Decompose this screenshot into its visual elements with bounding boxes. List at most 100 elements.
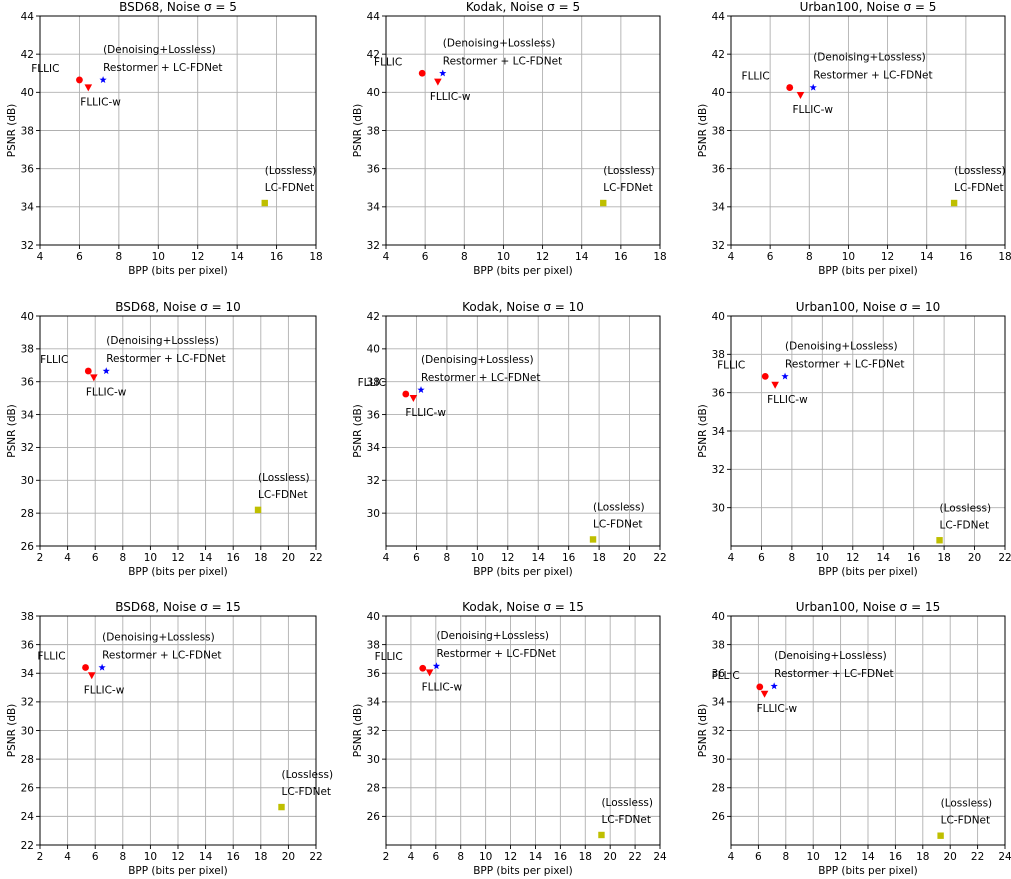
x-axis-label: BPP (bits per pixel) (128, 265, 228, 277)
point-annotation: FLLIC (40, 354, 68, 366)
y-tick-label: 38 (367, 377, 380, 389)
subplot-title: Urban100, Noise σ = 5 (800, 0, 937, 14)
y-axis-label: PSNR (dB) (6, 704, 18, 758)
x-tick-label: 20 (623, 552, 636, 564)
y-tick-label: 24 (21, 811, 35, 823)
y-tick-label: 32 (367, 725, 380, 737)
x-tick-label: 12 (171, 851, 184, 863)
point-annotation: (Lossless) (282, 769, 334, 781)
point-fllic (82, 664, 89, 671)
y-tick-label: 26 (367, 811, 381, 823)
axes-frame (730, 615, 1006, 846)
y-tick-label: 40 (712, 87, 725, 99)
y-tick-label: 32 (712, 464, 725, 476)
point-restormer-lc-fdnet (417, 386, 425, 393)
point-lc-fdnet (589, 536, 597, 543)
subplot: 2 4 6 8 10 12 14 16 18 20 22 242628303234363840Koda… (352, 600, 667, 877)
x-tick-label: 14 (230, 251, 244, 263)
point-fllic-w (425, 669, 434, 677)
x-tick-label: 18 (254, 552, 267, 564)
x-tick-label: 6 (767, 251, 774, 263)
x-axis-label: BPP (bits per pixel) (818, 566, 918, 578)
point-fllic-w (434, 78, 442, 86)
x-axis-label: BPP (bits per pixel) (473, 865, 573, 877)
x-tick-label: 24 (653, 851, 667, 863)
y-tick-label: 32 (21, 697, 34, 709)
y-tick-label: 34 (712, 697, 726, 709)
point-restormer-lc-fdnet (809, 83, 817, 91)
x-tick-label: 18 (998, 251, 1011, 263)
x-tick-label: 8 (461, 251, 468, 263)
x-tick-label: 8 (457, 851, 464, 863)
point-fllic (76, 76, 83, 84)
y-tick-label: 40 (367, 87, 380, 99)
y-tick-label: 42 (367, 311, 380, 323)
point-fllic-w (771, 381, 779, 389)
x-axis-label: BPP (bits per pixel) (818, 265, 918, 277)
y-tick-label: 36 (712, 163, 726, 175)
y-tick-label: 44 (712, 11, 726, 23)
point-restormer-lc-fdnet (98, 663, 106, 671)
y-axis-label: PSNR (dB) (352, 704, 364, 758)
y-tick-label: 42 (712, 49, 725, 61)
point-annotation: FLLIC-w (767, 394, 808, 406)
y-tick-label: 44 (21, 11, 35, 23)
x-tick-label: 6 (92, 552, 99, 564)
x-tick-label: 16 (270, 251, 284, 263)
point-annotation: Restormer + LC-FDNet (421, 372, 540, 384)
point-lc-fdnet (950, 199, 958, 207)
point-annotation: LC-FDNet (941, 815, 991, 827)
x-tick-label: 16 (554, 851, 568, 863)
y-tick-label: 34 (21, 668, 35, 680)
x-tick-label: 2 (383, 851, 390, 863)
x-tick-label: 16 (889, 851, 903, 863)
x-tick-label: 8 (782, 851, 789, 863)
point-annotation: FLLIC-w (422, 682, 463, 694)
y-axis-label: PSNR (dB) (6, 404, 18, 458)
y-tick-label: 38 (367, 639, 380, 651)
x-tick-label: 22 (653, 552, 666, 564)
x-tick-label: 6 (755, 851, 762, 863)
point-restormer-lc-fdnet (102, 367, 110, 375)
y-tick-label: 34 (21, 202, 35, 214)
point-fllic (402, 390, 410, 398)
x-tick-label: 4 (383, 552, 390, 564)
y-tick-label: 38 (712, 349, 725, 361)
y-tick-label: 36 (712, 387, 726, 399)
y-tick-label: 30 (712, 502, 725, 514)
axes-frame (730, 315, 1006, 547)
point-lc-fdnet (598, 831, 605, 839)
point-annotation: (Lossless) (601, 797, 653, 809)
point-annotation: LC-FDNet (954, 182, 1004, 194)
y-tick-label: 34 (712, 202, 726, 214)
x-tick-label: 18 (916, 851, 929, 863)
x-tick-label: 16 (907, 552, 921, 564)
y-tick-label: 42 (21, 49, 34, 61)
x-tick-label: 8 (789, 552, 796, 564)
y-tick-label: 40 (367, 611, 380, 623)
subplot-title: BSD68, Noise σ = 10 (115, 300, 240, 314)
x-tick-label: 16 (227, 552, 241, 564)
axes-frame (39, 315, 317, 547)
x-tick-label: 12 (881, 251, 894, 263)
x-tick-label: 8 (806, 251, 813, 263)
x-tick-label: 4 (408, 851, 415, 863)
y-tick-label: 30 (712, 754, 725, 766)
x-tick-label: 22 (309, 851, 322, 863)
x-tick-label: 4 (64, 851, 71, 863)
x-tick-label: 14 (877, 552, 891, 564)
point-annotation: Restormer + LC-FDNet (102, 650, 221, 662)
point-annotation: (Denoising+Lossless) (443, 37, 556, 49)
x-tick-label: 20 (968, 552, 981, 564)
y-tick-label: 36 (367, 668, 381, 680)
y-tick-label: 36 (712, 668, 726, 680)
point-annotation: FLLIC (37, 651, 65, 663)
point-annotation: FLLIC (375, 651, 403, 663)
x-tick-label: 8 (116, 251, 123, 263)
y-tick-label: 36 (21, 377, 35, 389)
subplot: 4 6 8 10 12 14 16 18 20 22 24 26 28 30 32 34 36 38 40 Urban… (697, 600, 1011, 877)
point-fllic (84, 367, 92, 375)
point-annotation: (Lossless) (940, 502, 992, 514)
x-tick-label: 10 (497, 251, 510, 263)
x-tick-label: 12 (846, 552, 859, 564)
